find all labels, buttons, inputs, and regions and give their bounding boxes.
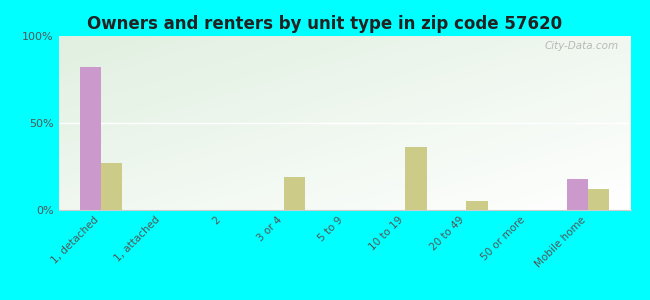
Text: City-Data.com: City-Data.com — [545, 41, 619, 51]
Text: Owners and renters by unit type in zip code 57620: Owners and renters by unit type in zip c… — [88, 15, 562, 33]
Bar — [80, 67, 101, 210]
Bar — [101, 163, 122, 210]
Bar — [567, 179, 588, 210]
Bar — [466, 201, 488, 210]
Bar — [588, 189, 609, 210]
Bar — [283, 177, 305, 210]
Bar — [406, 147, 426, 210]
